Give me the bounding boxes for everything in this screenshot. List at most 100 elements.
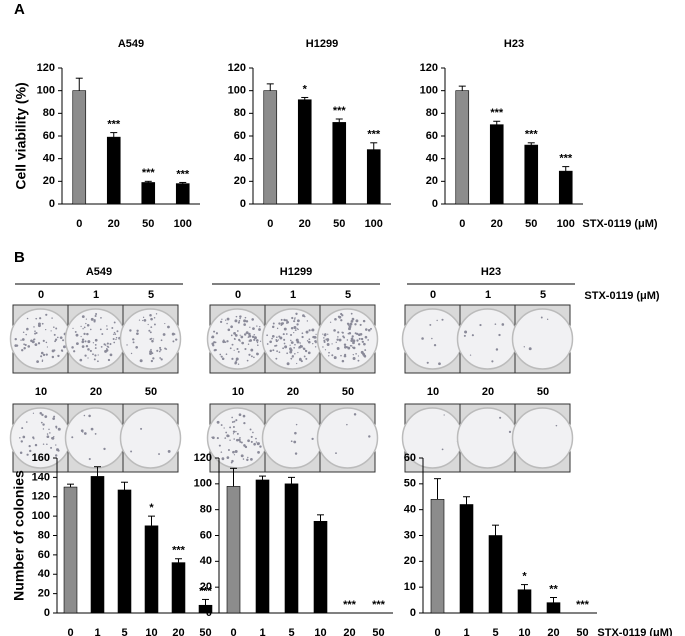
colony [87, 357, 89, 359]
colony [164, 322, 166, 325]
dose-label: 50 [145, 386, 157, 398]
error-bar [493, 120, 501, 125]
colony [243, 421, 246, 425]
colony [301, 335, 304, 339]
colony [284, 345, 288, 349]
colony [240, 315, 242, 318]
colony [301, 332, 304, 335]
colony [226, 456, 230, 459]
colony [259, 340, 262, 342]
colony [364, 328, 368, 331]
colony [51, 436, 55, 440]
colony [175, 338, 178, 341]
colony [56, 336, 59, 339]
colony [244, 316, 247, 319]
colony [275, 339, 278, 341]
colony [295, 313, 298, 316]
colony [93, 319, 96, 322]
colony [232, 433, 235, 435]
colony [97, 360, 99, 363]
colony [238, 438, 241, 442]
colony [153, 316, 156, 319]
colony [328, 355, 330, 357]
well [206, 407, 269, 469]
colony [255, 339, 259, 342]
colony [94, 338, 98, 342]
colony [283, 318, 286, 322]
colony [266, 343, 269, 345]
colony [21, 338, 25, 341]
x-tick-label: 1 [94, 627, 100, 636]
error-bar [317, 514, 324, 522]
bar [90, 476, 105, 614]
colony [106, 347, 108, 350]
colony [29, 449, 32, 453]
y-tick-label: 20 [200, 581, 212, 593]
colony [296, 340, 300, 344]
colony [54, 340, 57, 343]
bar [455, 90, 470, 205]
colony [333, 329, 336, 332]
colony [113, 341, 116, 344]
significance: *** [525, 129, 539, 141]
colony [34, 443, 38, 447]
colony [234, 319, 238, 323]
x-tick-label: 5 [288, 627, 294, 636]
colony [149, 313, 152, 317]
colony [44, 415, 48, 419]
colony [116, 330, 119, 333]
significance: *** [372, 599, 386, 611]
x-tick-label: 50 [525, 218, 537, 230]
colony [289, 344, 291, 346]
colony [160, 358, 163, 361]
colony [45, 329, 47, 331]
x-tick-label: 5 [121, 627, 127, 636]
colony [314, 346, 317, 348]
colony [223, 339, 225, 341]
colony [243, 323, 246, 326]
colony [464, 330, 468, 334]
x-tick-label: 20 [547, 627, 559, 636]
y-axis-label: Number of colonies [11, 470, 27, 601]
y-tick-label: 0 [49, 198, 55, 210]
colony [350, 312, 353, 315]
colony [249, 326, 251, 328]
colony [308, 329, 311, 332]
panel-label: A [14, 1, 25, 18]
colony [103, 447, 106, 451]
colony [239, 340, 241, 342]
colony [353, 413, 357, 416]
colony [106, 328, 108, 330]
y-tick-label: 60 [234, 130, 246, 142]
cell-line-label: H1299 [280, 266, 312, 278]
colony [251, 335, 255, 339]
dose-label: 50 [537, 386, 549, 398]
colony [235, 430, 237, 433]
colony [266, 334, 268, 337]
colony [221, 357, 225, 361]
dose-label: 1 [93, 289, 99, 301]
colony [129, 329, 132, 332]
colony [90, 317, 94, 321]
colony [26, 317, 29, 320]
colony [93, 358, 96, 361]
colony [46, 346, 48, 348]
colony [54, 454, 58, 457]
y-tick-label: 0 [240, 198, 246, 210]
colony [26, 421, 28, 423]
colony [276, 336, 278, 339]
colony [149, 331, 152, 334]
colony [326, 343, 330, 346]
colony [238, 320, 241, 322]
colony [253, 356, 255, 359]
error-bar [230, 467, 237, 487]
colony [35, 317, 38, 320]
colony [291, 316, 294, 320]
colony [33, 338, 35, 341]
colony [231, 357, 234, 360]
bar [255, 479, 270, 614]
colony [130, 352, 133, 355]
colony [53, 415, 56, 418]
x-tick-label: 10 [314, 627, 326, 636]
colony [303, 355, 306, 358]
